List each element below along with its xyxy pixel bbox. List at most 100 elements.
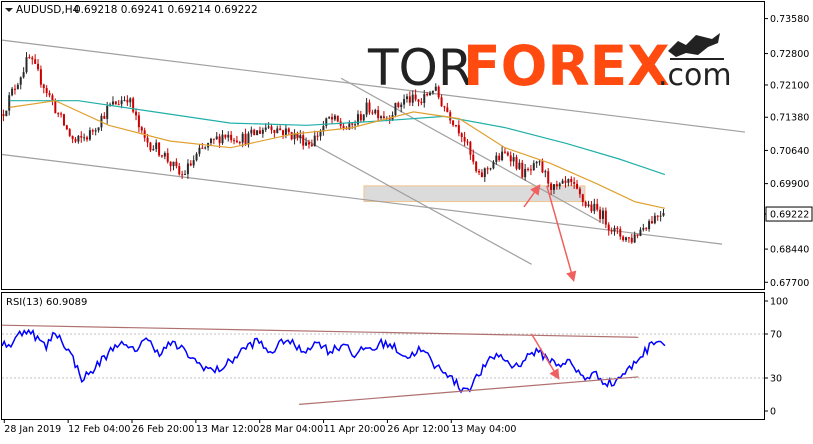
candle-body — [331, 117, 334, 120]
candle-body — [68, 129, 71, 136]
candle-body — [587, 204, 590, 207]
candle-body — [342, 125, 345, 129]
candle-body — [114, 101, 117, 105]
candle-body — [596, 203, 599, 210]
rsi-line — [1, 328, 666, 394]
time-tick-label: 13 Mar 12:00 — [196, 424, 259, 435]
candle-body — [362, 114, 365, 121]
candle-body — [250, 129, 253, 134]
candle-body — [258, 130, 261, 134]
candle-body — [310, 144, 313, 147]
price-tick-label: 0.72800 — [770, 49, 809, 60]
candle-body — [264, 127, 267, 130]
candle-body — [388, 117, 391, 120]
candle-body — [622, 236, 625, 241]
candle-body — [506, 152, 509, 156]
candle-body — [454, 125, 457, 127]
candle-body — [218, 136, 221, 144]
candle-body — [619, 229, 622, 237]
candle-body — [74, 139, 77, 142]
rsi-title: RSI(13) 60.9089 — [6, 297, 87, 308]
time-tick-label: 28 Mar 04:00 — [260, 424, 323, 435]
candle-body — [584, 202, 587, 207]
candle-body — [610, 230, 613, 232]
candle-body — [495, 155, 498, 162]
candle-body — [224, 134, 227, 138]
candle-body — [475, 161, 478, 172]
candle-body — [449, 112, 452, 121]
candle-body — [129, 98, 132, 103]
candle-body — [541, 161, 544, 173]
candle-body — [120, 100, 123, 105]
candle-body — [382, 116, 385, 118]
candle-body — [284, 128, 287, 135]
candle-body — [630, 237, 633, 243]
candle-body — [377, 109, 380, 119]
candle-body — [515, 157, 518, 169]
candle-body — [184, 174, 187, 176]
candle-body — [434, 86, 437, 91]
candle-body — [639, 229, 642, 236]
candle-body — [287, 128, 290, 133]
candle-body — [106, 105, 109, 119]
candle-body — [201, 147, 204, 149]
candle-body — [126, 100, 129, 103]
candle-body — [54, 101, 57, 114]
candle-body — [659, 215, 662, 217]
candle-body — [86, 137, 89, 140]
candle-body — [423, 94, 426, 104]
candle-body — [380, 116, 383, 119]
candle-body — [578, 188, 581, 195]
candle-body — [538, 161, 541, 163]
candle-body — [555, 184, 558, 187]
candle-body — [31, 57, 34, 60]
symbol-dropdown-icon[interactable] — [5, 8, 13, 12]
symbol-label: AUDUSD,H4 — [16, 4, 80, 16]
candle-body — [653, 215, 656, 224]
candle-body — [472, 154, 475, 162]
candle-body — [440, 97, 443, 107]
candle-body — [411, 94, 414, 103]
upper-channel — [1, 39, 746, 133]
candle-body — [172, 161, 175, 167]
candle-body — [590, 204, 593, 212]
candle-body — [80, 135, 83, 138]
candle-body — [276, 128, 279, 134]
candle-body — [51, 95, 54, 102]
candle-body — [152, 149, 155, 151]
candle-body — [25, 57, 28, 73]
candle-body — [648, 221, 651, 230]
candle-body — [650, 221, 653, 224]
candle-body — [336, 115, 339, 122]
candle-body — [181, 174, 184, 176]
candle-body — [478, 171, 481, 173]
rsi-tick-label: 70 — [770, 330, 782, 341]
candle-body — [267, 126, 270, 128]
candle-body — [5, 110, 8, 117]
candle-body — [77, 135, 80, 142]
candle-body — [527, 168, 530, 170]
candle-body — [547, 171, 550, 184]
candle-body — [518, 162, 521, 169]
candle-body — [437, 86, 440, 98]
candle-body — [457, 125, 460, 134]
candle-body — [135, 111, 138, 116]
candle-body — [37, 63, 40, 70]
candle-body — [256, 130, 259, 136]
candle-body — [19, 77, 22, 85]
candle-body — [319, 131, 322, 137]
price-tick-label: 0.72100 — [770, 80, 809, 91]
candle-body — [313, 135, 316, 147]
candle-body — [489, 168, 492, 170]
candle-body — [247, 133, 250, 145]
candle-body — [94, 130, 97, 132]
rsi-lower-trend — [299, 376, 639, 405]
candle-body — [233, 140, 236, 142]
candle-body — [282, 130, 285, 135]
candle-body — [483, 168, 486, 178]
candle-body — [166, 153, 169, 162]
candle-body — [307, 142, 310, 145]
time-tick-label: 26 Feb 20:00 — [132, 424, 194, 435]
